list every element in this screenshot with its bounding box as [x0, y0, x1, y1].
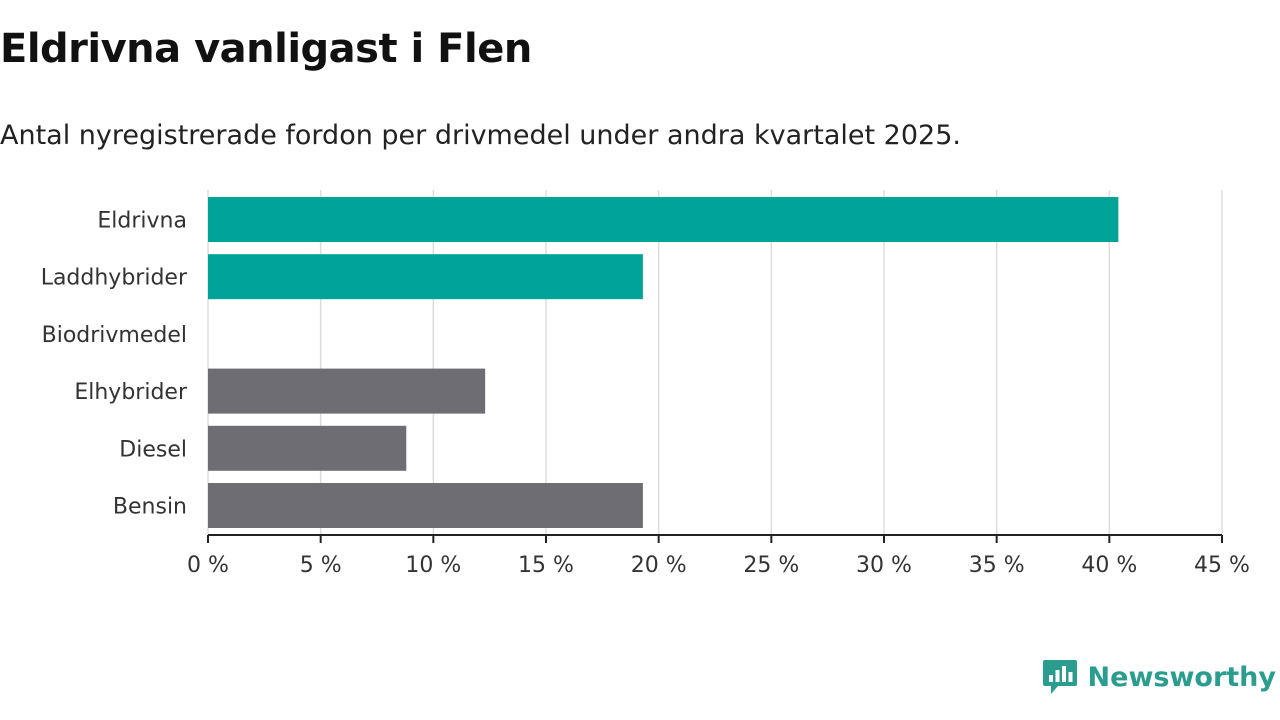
newsworthy-logo-icon: [1042, 660, 1077, 694]
bar: [208, 197, 1119, 242]
brand-logo: Newsworthy: [1042, 658, 1276, 696]
x-tick-label: 45 %: [1194, 553, 1250, 578]
bar: [208, 254, 643, 300]
x-tick-label: 10 %: [405, 553, 461, 578]
category-label: Laddhybrider: [41, 266, 188, 291]
category-label: Elhybrider: [74, 380, 188, 405]
category-label: Diesel: [119, 437, 187, 462]
x-tick-label: 25 %: [743, 553, 799, 578]
bar: [208, 483, 643, 528]
x-tick-label: 20 %: [631, 553, 687, 578]
bar: [208, 368, 486, 414]
bar-chart: Eldrivna Laddhybrider Biodrivmedel Elhybrid…: [41, 190, 1250, 578]
x-tick-label: 40 %: [1081, 553, 1137, 578]
x-tick-label: 35 %: [969, 553, 1025, 578]
x-tick-label: 30 %: [856, 553, 912, 578]
chart-subtitle: Antal nyregistrerade fordon per drivmede…: [0, 120, 961, 151]
x-tick-label: 0 %: [187, 553, 229, 578]
chart-title: Eldrivna vanligast i Flen: [0, 26, 532, 72]
bar: [208, 425, 407, 471]
x-tick-label: 5 %: [300, 553, 342, 578]
category-label: Biodrivmedel: [42, 323, 187, 348]
category-label: Eldrivna: [97, 209, 187, 234]
brand-name: Newsworthy: [1087, 661, 1276, 693]
category-label: Bensin: [113, 495, 187, 520]
x-tick-label: 15 %: [518, 553, 574, 578]
